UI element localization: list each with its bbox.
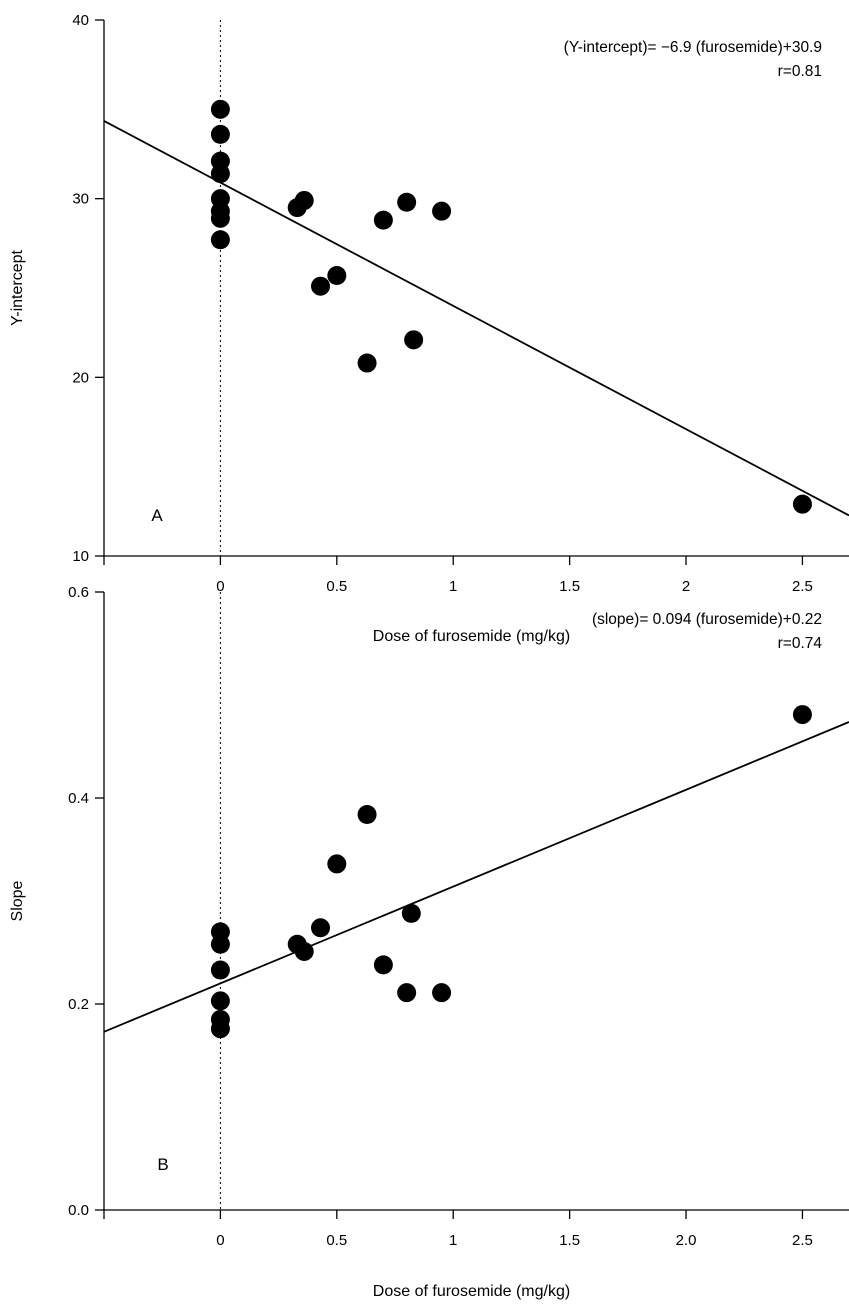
- panel-b-equation-annotation: (slope)= 0.094 (furosemide)+0.22: [592, 611, 822, 628]
- panel-a-data-point: [432, 201, 452, 221]
- panel-b: 0.0 0.2 0.4 0.6 0 0.5 1 1.5 2.0 2.5 (slope)= 0.094…: [9, 584, 849, 1300]
- panel-b-y-axis-title: Slope: [9, 880, 26, 921]
- panel-a-data-point: [210, 124, 230, 144]
- panel-b-data-point: [311, 918, 331, 938]
- panel-b-data-point: [373, 955, 393, 975]
- panel-a-data-point: [397, 192, 417, 212]
- panel-b-data-point: [210, 991, 230, 1011]
- panel-a-y-tick-label: 10: [72, 548, 89, 565]
- panel-a-correlation-annotation: r=0.81: [778, 63, 822, 80]
- panel-b-data-point: [401, 903, 421, 923]
- panel-b-data-point: [210, 1019, 230, 1039]
- panel-a-label: A: [151, 506, 163, 525]
- panel-a-data-point: [373, 210, 393, 230]
- panel-b-x-tick-label: 0: [216, 1232, 224, 1249]
- panel-b-x-axis-title: Dose of furosemide (mg/kg): [373, 1283, 570, 1300]
- panel-b-data-point: [210, 960, 230, 980]
- panel-a-y-tick-label: 30: [72, 191, 89, 208]
- panel-a-data-point: [327, 265, 347, 285]
- panel-b-y-tick-label: 0.0: [68, 1202, 89, 1219]
- panel-b-y-tick-label: 0.2: [68, 996, 89, 1013]
- panel-a-equation-annotation: (Y-intercept)= −6.9 (furosemide)+30.9: [564, 39, 822, 56]
- panel-a-data-point: [792, 494, 812, 514]
- panel-a-data-point: [210, 164, 230, 184]
- panel-b-y-tick-label: 0.4: [68, 790, 89, 807]
- panel-a-x-tick-label: 0: [216, 578, 224, 595]
- panel-b-x-tick-label: 2.5: [792, 1232, 813, 1249]
- panel-a: 10 20 30 40 0 0.5 1 1.5 2 2.5 (Y-intercept)= −6.9 …: [9, 12, 849, 645]
- panel-a-data-point: [404, 330, 424, 350]
- panel-a-data-point: [210, 99, 230, 119]
- panel-a-x-tick-label: 2: [682, 578, 690, 595]
- panel-b-regression-line: [103, 721, 849, 1033]
- panel-a-y-tick-label: 20: [72, 369, 89, 386]
- panel-a-regression-line: [103, 120, 849, 517]
- panel-a-x-tick-label: 1.5: [559, 578, 580, 595]
- panel-b-data-point: [327, 854, 347, 874]
- panel-b-data-point: [210, 934, 230, 954]
- panel-a-data-point: [294, 190, 314, 210]
- panel-a-x-tick-label: 0.5: [326, 578, 347, 595]
- panel-a-x-axis-title: Dose of furosemide (mg/kg): [373, 628, 570, 645]
- panel-a-y-axis-title: Y-intercept: [9, 250, 26, 326]
- panel-a-data-point: [357, 353, 377, 373]
- panel-b-x-tick-label: 1: [449, 1232, 457, 1249]
- panel-b-x-tick-label: 2.0: [676, 1232, 697, 1249]
- panel-b-data-point: [397, 983, 417, 1003]
- panel-b-data-point: [432, 983, 452, 1003]
- panel-b-y-tick-label: 0.6: [68, 584, 89, 601]
- panel-b-x-tick-label: 0.5: [326, 1232, 347, 1249]
- panel-a-x-tick-label: 2.5: [792, 578, 813, 595]
- panel-a-data-point: [210, 208, 230, 228]
- panel-b-data-point: [792, 705, 812, 725]
- panel-a-data-point: [311, 276, 331, 296]
- panel-b-label: B: [157, 1155, 168, 1174]
- panel-b-x-tick-label: 1.5: [559, 1232, 580, 1249]
- panel-a-y-tick-label: 40: [72, 12, 89, 29]
- panel-b-data-point: [357, 804, 377, 824]
- panel-a-data-point: [210, 230, 230, 250]
- panel-b-correlation-annotation: r=0.74: [778, 635, 823, 652]
- panel-b-data-point: [294, 941, 314, 961]
- panel-a-x-tick-label: 1: [449, 578, 457, 595]
